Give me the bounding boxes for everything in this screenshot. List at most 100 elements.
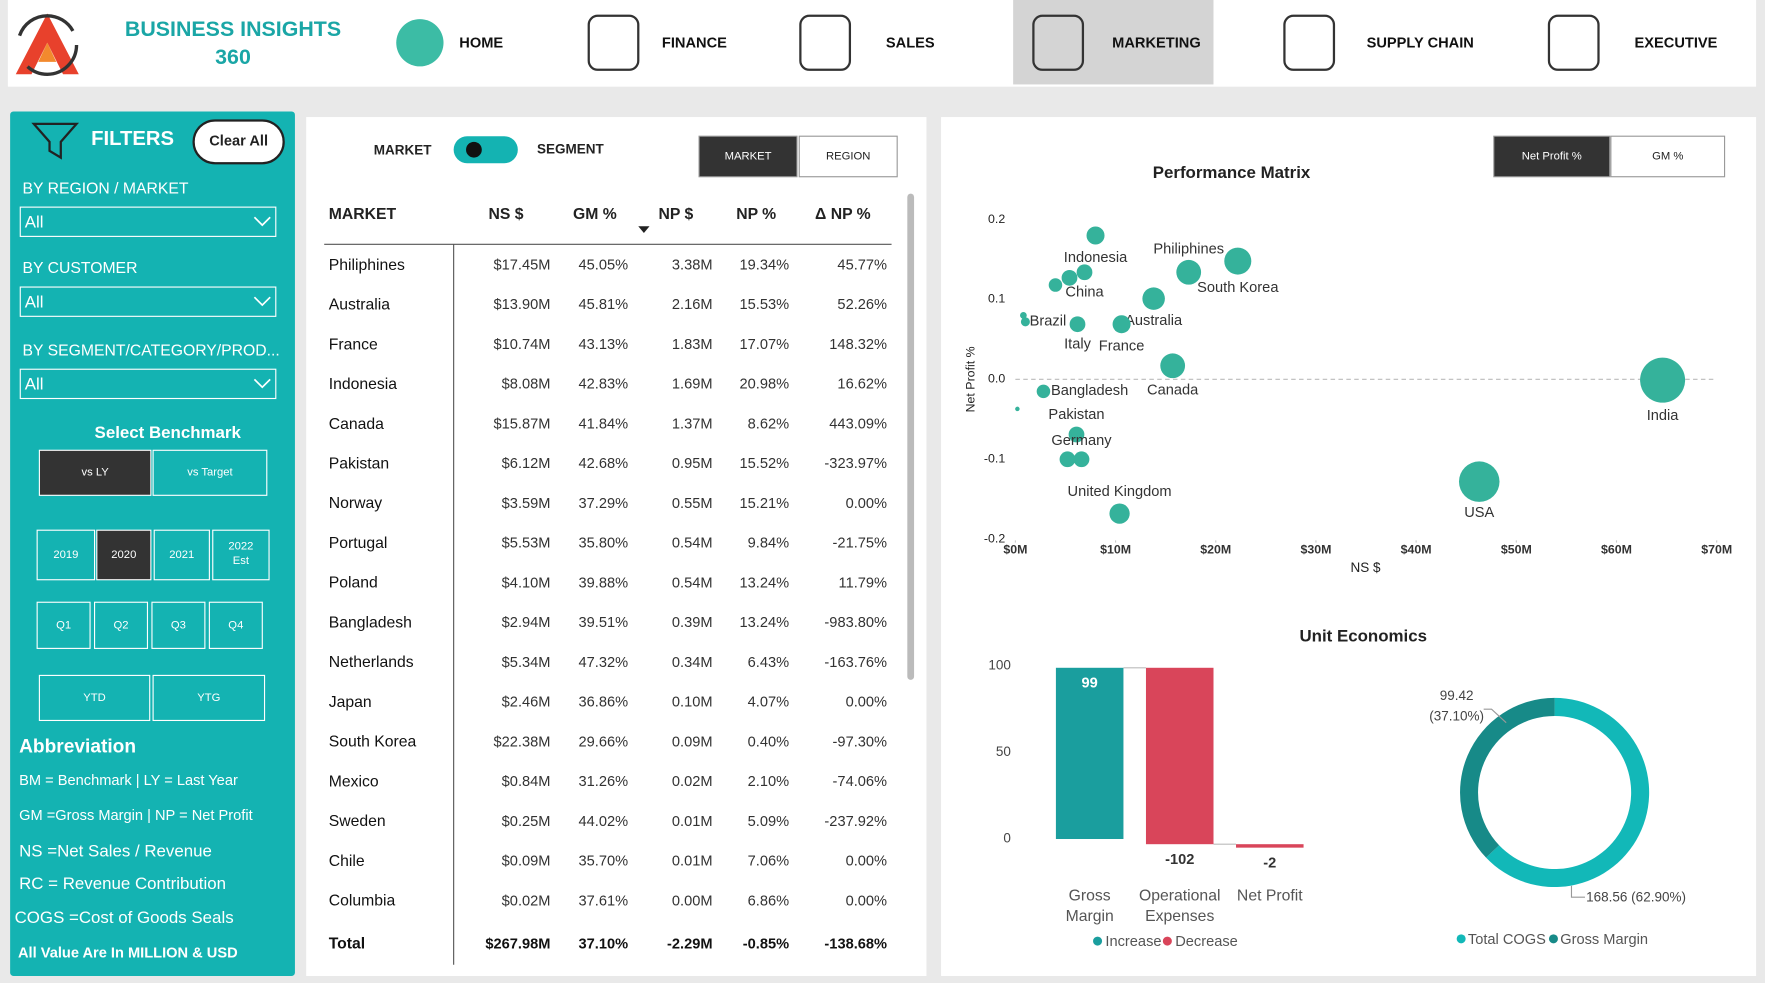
point-label: South Korea [1197, 280, 1279, 296]
table-cell: 15.52% [740, 456, 790, 472]
quarter-button[interactable] [151, 601, 206, 649]
row-label: Chile [329, 853, 365, 870]
scatter-point[interactable] [1061, 269, 1078, 286]
waterfall-bar [1145, 667, 1214, 845]
column-header: Δ NP % [815, 206, 871, 223]
scatter-point[interactable] [1068, 426, 1085, 443]
toggle-switch[interactable] [453, 136, 518, 164]
benchmark-button[interactable] [152, 449, 268, 496]
dropdown[interactable] [19, 368, 277, 400]
table-cell: $4.10M [502, 575, 551, 591]
scatter-point[interactable] [1076, 264, 1093, 281]
scatter-point[interactable] [1015, 406, 1020, 412]
row-label: Australia [329, 297, 391, 314]
metric-button[interactable] [1610, 135, 1726, 178]
dropdown[interactable] [19, 286, 277, 317]
year-button[interactable] [212, 529, 270, 581]
benchmark-button[interactable] [38, 449, 152, 496]
abbreviation-line: NS =Net Sales / Revenue [19, 842, 212, 861]
column-header: GM % [573, 206, 617, 223]
nav-item[interactable]: FINANCE [662, 36, 727, 52]
dropdown-chevron [253, 296, 271, 307]
scatter-point[interactable] [1069, 316, 1086, 333]
table-cell: $5.34M [502, 655, 551, 671]
row-label: Bangladesh [329, 614, 412, 631]
scatter-point[interactable] [1073, 451, 1090, 468]
row-label: Canada [329, 416, 384, 433]
x-axis-label: NS $ [1350, 560, 1381, 575]
scatter-point[interactable] [1640, 357, 1686, 403]
quarter-button[interactable] [36, 601, 91, 649]
benchmark-title: Select Benchmark [95, 423, 242, 442]
row-label: Norway [329, 495, 383, 512]
nav-item[interactable]: EXECUTIVE [1635, 36, 1718, 52]
table-cell: -983.80% [824, 615, 887, 631]
header-bar [7, 0, 1757, 87]
scatter-point[interactable] [1048, 278, 1063, 292]
table-cell: 19.34% [740, 258, 790, 274]
table-cell: 15.53% [740, 297, 790, 313]
dropdown[interactable] [19, 206, 277, 237]
row-label: Netherlands [329, 654, 414, 671]
scatter-point[interactable] [1109, 503, 1130, 524]
quarter-button-label: Q2 [114, 619, 129, 631]
period-button[interactable] [38, 674, 151, 722]
funnel-icon [31, 122, 80, 160]
year-button[interactable] [36, 529, 96, 581]
table-cell: 0.02M [672, 774, 713, 790]
table-cell: 0.01M [672, 854, 713, 870]
table-cell: -138.68% [824, 936, 887, 952]
table-cell: 1.69M [672, 377, 713, 393]
clear-button[interactable] [192, 119, 285, 165]
table-cell: 2.10% [748, 774, 789, 790]
y-axis-label: Net Profit % [964, 346, 978, 412]
view-button[interactable] [798, 135, 898, 178]
y-tick-label: 50 [996, 744, 1011, 759]
year-button[interactable] [153, 529, 210, 581]
donut-slice [1486, 697, 1650, 888]
scatter-point[interactable] [1142, 287, 1165, 310]
x-tick-label: $70M [1701, 543, 1732, 557]
scatter-point[interactable] [1020, 312, 1027, 319]
scatter-point[interactable] [1112, 315, 1131, 334]
toggle-label: SEGMENT [537, 141, 605, 156]
view-button-label: REGION [826, 150, 870, 162]
year-button[interactable] [96, 529, 152, 581]
quarter-button[interactable] [208, 601, 263, 649]
table-cell: 42.83% [579, 377, 629, 393]
y-tick-label: -0.1 [984, 452, 1005, 466]
metric-button[interactable] [1493, 135, 1611, 178]
table-cell: 29.66% [579, 734, 629, 750]
nav-item[interactable]: HOME [459, 36, 503, 52]
table-cell: 39.88% [579, 575, 629, 591]
point-label: Bangladesh [1051, 383, 1128, 399]
table-cell: 3.38M [672, 258, 713, 274]
scatter-point[interactable] [1020, 317, 1030, 327]
scatter-point[interactable] [1059, 451, 1076, 468]
nav-item[interactable]: MARKETING [1112, 36, 1201, 52]
scatter-point[interactable] [1176, 259, 1202, 285]
scatter-point[interactable] [1160, 353, 1186, 379]
table-cell: 6.43% [748, 655, 789, 671]
scatter-point[interactable] [1036, 384, 1051, 399]
chart-title: Performance Matrix [1153, 163, 1311, 182]
category-label: Gross Margin [1065, 885, 1114, 925]
point-label: USA [1464, 505, 1494, 521]
scatter-point[interactable] [1224, 247, 1252, 275]
nav-item[interactable]: SUPPLY CHAIN [1367, 36, 1474, 52]
abbreviation-line: COGS =Cost of Goods Seals [15, 908, 234, 927]
y-tick-label: 0 [1003, 831, 1011, 846]
quarter-button[interactable] [93, 601, 149, 649]
period-button[interactable] [152, 674, 266, 722]
table-cell: $3.59M [502, 496, 551, 512]
scatter-point[interactable] [1458, 461, 1500, 502]
quarter-button-label: Q3 [171, 619, 186, 631]
point-label: Canada [1147, 382, 1199, 398]
scatter-point[interactable] [1086, 226, 1105, 245]
table-cell: 5.09% [748, 814, 789, 830]
nav-item[interactable]: SALES [886, 36, 935, 52]
filter-label: BY CUSTOMER [23, 260, 138, 277]
chart-title: Unit Economics [1299, 627, 1427, 646]
year-button-label: 2020 [111, 549, 136, 561]
view-button[interactable] [698, 135, 798, 178]
